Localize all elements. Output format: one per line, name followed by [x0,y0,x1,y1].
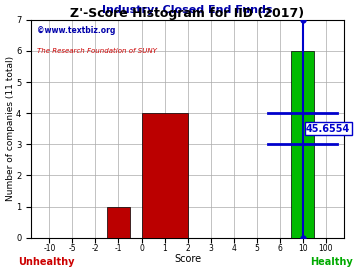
Bar [107,207,130,238]
Y-axis label: Number of companies (11 total): Number of companies (11 total) [5,56,14,201]
X-axis label: Score: Score [174,254,201,264]
Text: Unhealthy: Unhealthy [19,257,75,267]
Bar [141,113,188,238]
Text: 45.6554: 45.6554 [306,124,350,134]
Title: Z'-Score Histogram for IID (2017): Z'-Score Histogram for IID (2017) [71,7,305,20]
Bar [291,51,314,238]
Text: The Research Foundation of SUNY: The Research Foundation of SUNY [37,48,157,54]
Text: ©www.textbiz.org: ©www.textbiz.org [37,26,116,35]
Text: Industry: Closed End Funds: Industry: Closed End Funds [102,5,273,15]
Text: Healthy: Healthy [310,257,352,267]
